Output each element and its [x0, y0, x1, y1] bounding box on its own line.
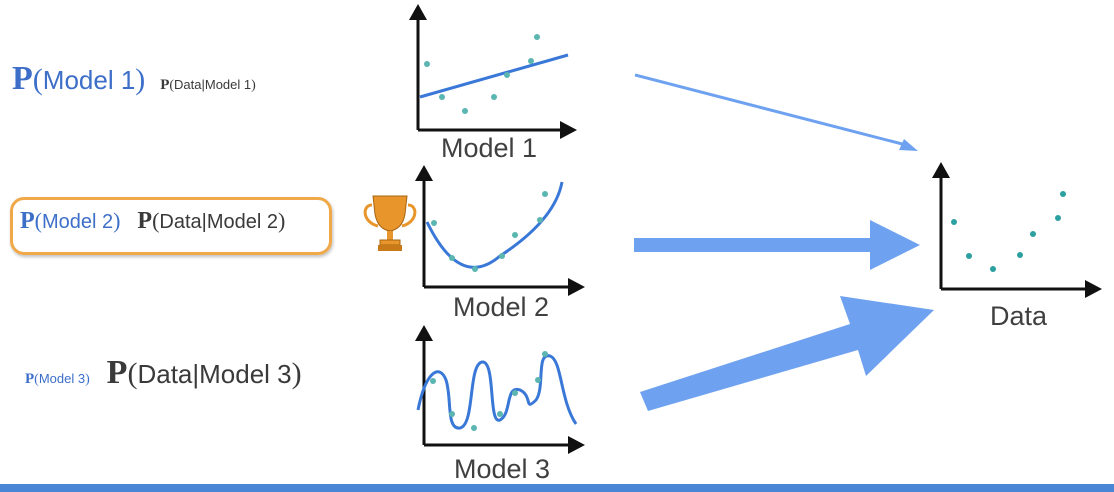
prior-model-1-text: Model 1 — [42, 65, 136, 95]
likelihood-close-paren: ) — [291, 357, 302, 390]
data-point — [462, 108, 468, 114]
model-1-label: Model 1 — [441, 133, 538, 163]
likelihood-close-paren: ) — [277, 208, 286, 233]
model-1-fit-line — [419, 53, 569, 99]
model-3-x-arrowhead — [568, 436, 585, 454]
prior-close-paren: ) — [135, 63, 146, 96]
model-3-points — [430, 351, 548, 431]
model-3-plot — [415, 325, 585, 454]
model-3-y-arrowhead — [415, 325, 433, 341]
trophy-icon — [363, 195, 417, 251]
data-point — [472, 266, 478, 272]
likelihood-p-symbol: P — [106, 354, 128, 391]
data-point — [491, 94, 497, 100]
likelihood-open-paren: ( — [127, 357, 138, 390]
bottom-bar — [0, 484, 1114, 492]
data-point — [424, 61, 430, 67]
data-point — [990, 266, 996, 272]
likelihood-p-symbol: P — [137, 208, 153, 234]
data-point — [497, 411, 503, 417]
data-point — [512, 390, 518, 396]
model-3-fit-curve — [416, 354, 578, 430]
model-1-x-arrowhead — [560, 121, 577, 139]
row-1-formula: P(Model 1) P(Data|Model 1) — [12, 60, 256, 98]
prior-close-paren: ) — [113, 208, 121, 233]
data-plot — [932, 162, 1102, 298]
data-point — [537, 217, 543, 223]
data-point — [966, 253, 972, 259]
prior-open-paren: ( — [34, 208, 42, 233]
arrow-model-3-to-data — [640, 296, 934, 411]
likelihood-model-1-text: Data|Model 1 — [174, 77, 252, 92]
likelihood-model-2-text: Data|Model 2 — [159, 211, 278, 233]
likelihood-p-symbol: P — [160, 77, 170, 93]
model-2-label: Model 2 — [453, 292, 550, 322]
data-point — [431, 220, 437, 226]
data-point — [439, 94, 445, 100]
prior-p-symbol: P — [20, 208, 35, 234]
likelihood-open-paren: ( — [169, 78, 175, 93]
model-2-fit-curve — [425, 181, 564, 269]
data-point — [504, 72, 510, 78]
data-point — [449, 411, 455, 417]
data-point — [449, 255, 455, 261]
model-2-y-arrowhead — [415, 165, 433, 181]
data-x-arrowhead — [1085, 280, 1102, 298]
prior-model-3-text: Model 3 — [38, 371, 86, 386]
model-3-label: Model 3 — [454, 454, 551, 484]
data-point — [528, 58, 534, 64]
row-2-formula: P(Model 2) P(Data|Model 2) — [20, 208, 285, 235]
model-2-x-arrowhead — [568, 278, 585, 296]
data-point — [1060, 191, 1066, 197]
prior-open-paren: ( — [32, 63, 43, 96]
data-point — [1055, 215, 1061, 221]
model-1-y-arrowhead — [409, 4, 427, 20]
model-1-points — [424, 34, 540, 114]
arrow-model-1-to-data — [634, 73, 918, 151]
best-model-highlight — [10, 197, 332, 255]
prior-p-symbol: P — [25, 371, 35, 387]
data-point — [534, 34, 540, 40]
data-point — [499, 253, 505, 259]
prior-p-symbol: P — [12, 60, 33, 97]
model-2-points — [431, 191, 548, 272]
prior-model-2-text: Model 2 — [42, 211, 114, 233]
data-point — [542, 351, 548, 357]
prior-open-paren: ( — [34, 372, 39, 387]
data-points — [951, 191, 1066, 272]
arrow-model-2-to-data — [634, 220, 920, 270]
data-point — [535, 377, 541, 383]
data-point — [512, 232, 518, 238]
prior-close-paren: ) — [85, 372, 90, 387]
data-point — [430, 378, 436, 384]
data-label: Data — [990, 301, 1048, 331]
likelihood-open-paren: ( — [152, 208, 160, 233]
model-2-plot — [415, 165, 585, 296]
likelihood-close-paren: ) — [251, 78, 256, 93]
data-point — [471, 425, 477, 431]
data-point — [951, 219, 957, 225]
data-point — [542, 191, 548, 197]
row-3-formula: P(Model 3) P(Data|Model 3) — [25, 354, 302, 392]
data-point — [1030, 231, 1036, 237]
model-1-plot — [409, 4, 577, 139]
data-point — [1017, 252, 1023, 258]
data-y-arrowhead — [932, 162, 950, 178]
likelihood-model-3-text: Data|Model 3 — [137, 359, 292, 389]
